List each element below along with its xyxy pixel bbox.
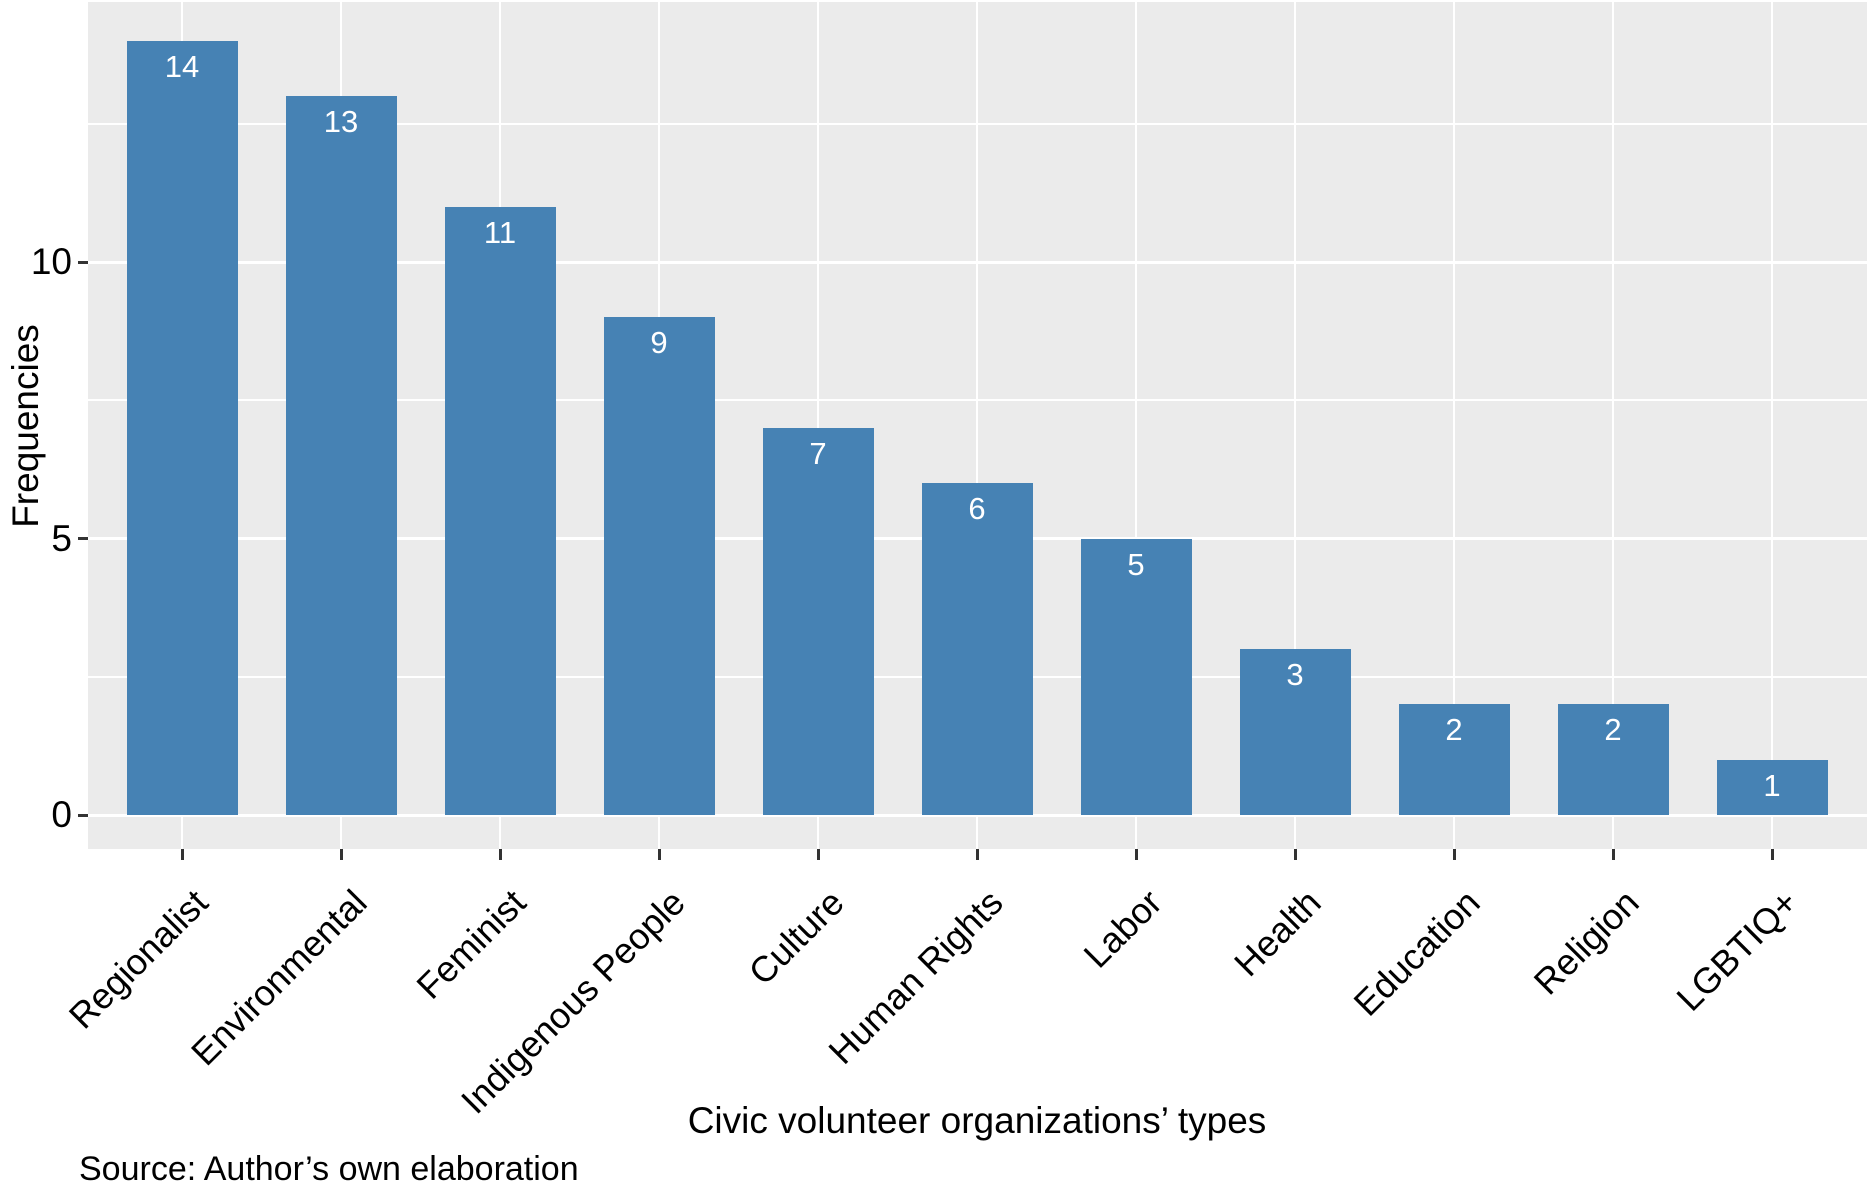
- x-tick-label: Labor: [1075, 881, 1170, 976]
- x-tick-label: Feminist: [408, 881, 534, 1007]
- x-axis-tick: [816, 849, 820, 860]
- plot-panel: 14 13 11 9 7 6 5 3 2 2 1: [88, 2, 1867, 849]
- bar: [603, 317, 715, 815]
- vertical-gridline: [1612, 2, 1614, 849]
- vertical-gridline: [976, 2, 978, 849]
- bar: [126, 40, 238, 815]
- vertical-gridline: [1453, 2, 1455, 849]
- x-axis-tick: [1293, 849, 1297, 860]
- x-axis-tick: [498, 849, 502, 860]
- vertical-gridline: [1771, 2, 1773, 849]
- y-axis-tick: [78, 813, 88, 817]
- bar: [1398, 704, 1510, 815]
- x-axis-tick: [180, 849, 184, 860]
- x-tick-label: Religion: [1525, 881, 1647, 1003]
- bar: [1557, 704, 1669, 815]
- y-axis-tick: [78, 260, 88, 264]
- bar: [285, 96, 397, 815]
- bar-value-label: 11: [483, 214, 517, 250]
- bar: [762, 427, 874, 815]
- bar-value-label: 1: [1763, 767, 1781, 803]
- bar: [1239, 649, 1351, 815]
- bar: [444, 206, 556, 815]
- vertical-gridline: [1135, 2, 1137, 849]
- bar-value-label: 2: [1604, 712, 1622, 748]
- bar-value-label: 3: [1286, 657, 1304, 693]
- y-tick-label: 0: [51, 794, 72, 835]
- bar-value-label: 6: [968, 491, 986, 527]
- x-tick-label: Education: [1345, 881, 1488, 1024]
- x-tick-label: Culture: [740, 881, 852, 993]
- bar: [921, 483, 1033, 815]
- y-tick-label: 10: [30, 241, 72, 282]
- x-axis-tick: [1452, 849, 1456, 860]
- y-axis-tick: [78, 537, 88, 540]
- bar: [1716, 759, 1828, 815]
- x-axis-tick: [975, 849, 979, 860]
- bar-value-label: 13: [323, 104, 359, 140]
- bar-value-label: 9: [650, 325, 668, 361]
- x-tick-label: LGBTIQ+: [1668, 881, 1806, 1019]
- x-axis-title: Civic volunteer organizations’ types: [687, 1100, 1267, 1141]
- x-axis-tick: [339, 849, 343, 860]
- x-axis-tick: [1134, 849, 1138, 860]
- vertical-gridline: [1294, 2, 1296, 849]
- bar-value-label: 5: [1127, 546, 1145, 582]
- source-note: Source: Author’s own elaboration: [79, 1150, 579, 1188]
- x-axis-tick: [1611, 849, 1615, 860]
- x-axis-tick: [657, 849, 661, 860]
- bar-value-label: 7: [809, 435, 827, 471]
- y-tick-label: 5: [51, 517, 72, 559]
- x-axis-tick: [1770, 849, 1774, 860]
- vertical-gridline: [817, 2, 819, 849]
- bar: [1080, 538, 1192, 815]
- y-axis-title: Frequencies: [5, 324, 46, 528]
- bar-value-label: 14: [164, 48, 200, 84]
- bar-value-label: 2: [1445, 712, 1463, 748]
- x-tick-label: Regionalist: [60, 881, 216, 1037]
- x-tick-label: Health: [1226, 881, 1329, 985]
